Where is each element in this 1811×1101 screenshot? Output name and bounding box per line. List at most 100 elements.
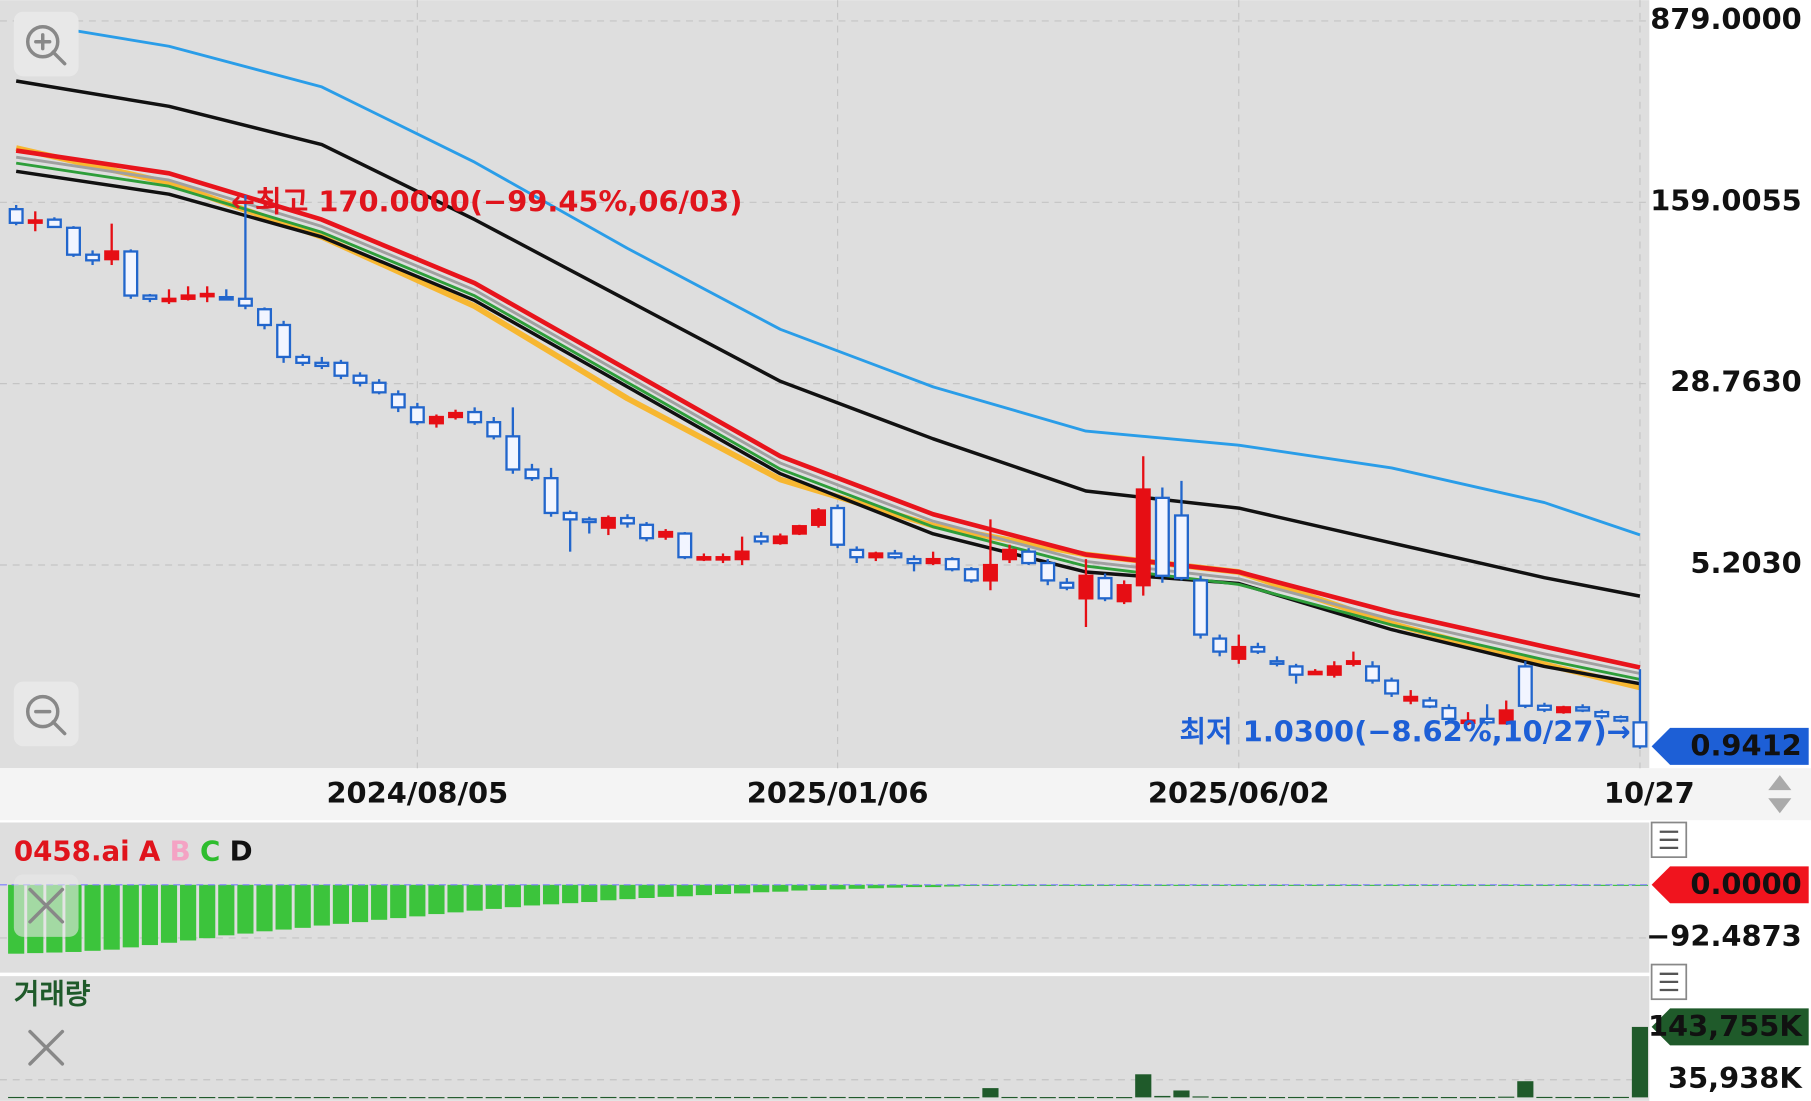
zoom-out-bg[interactable] xyxy=(13,681,79,747)
bar xyxy=(1555,1096,1572,1099)
bar xyxy=(523,884,541,906)
bar xyxy=(1383,1097,1400,1099)
bar xyxy=(523,1096,541,1099)
x-tick-label: 10/27 xyxy=(1604,776,1695,810)
bar xyxy=(141,884,158,946)
bar xyxy=(1077,1096,1095,1099)
bar xyxy=(504,1096,521,1099)
bar xyxy=(810,884,827,890)
high-annotation: ←최고 170.0000(−99.45%,06/03) xyxy=(231,184,742,218)
x-tick-label: 2024/08/05 xyxy=(326,776,508,810)
candle-body xyxy=(1212,637,1228,653)
bar xyxy=(313,884,330,926)
candle-body xyxy=(1364,665,1381,682)
candle-body xyxy=(1059,581,1075,589)
bar xyxy=(791,884,808,891)
bar xyxy=(1192,884,1209,886)
candle-body xyxy=(486,421,502,438)
candle-body xyxy=(390,393,406,409)
panel-title: 0458.ai xyxy=(14,835,130,868)
candle-body xyxy=(180,294,196,300)
candle-body xyxy=(619,516,635,525)
bar xyxy=(390,1096,407,1099)
bar xyxy=(562,1097,579,1099)
candle-body xyxy=(791,525,807,535)
legend-entry: D xyxy=(230,835,253,868)
candle-body xyxy=(1250,645,1266,653)
candle-body xyxy=(963,568,979,582)
bar xyxy=(180,884,197,941)
bar xyxy=(963,1097,980,1099)
bar xyxy=(1421,884,1438,886)
bar xyxy=(905,884,923,888)
bar xyxy=(695,884,712,896)
candle-body xyxy=(314,361,330,368)
bar xyxy=(925,1096,942,1099)
bar xyxy=(1536,1096,1553,1099)
candle-body xyxy=(1078,574,1094,600)
candle-body xyxy=(830,506,846,546)
bar xyxy=(1039,1097,1056,1099)
menu-icon xyxy=(1659,830,1679,850)
candle-body xyxy=(925,557,941,565)
bar xyxy=(1421,1096,1438,1099)
bar xyxy=(829,1096,846,1099)
candle-body xyxy=(1269,660,1285,665)
moving-average-line xyxy=(15,148,1641,670)
indicator-menu-button[interactable] xyxy=(1650,821,1688,859)
candle-body xyxy=(1594,710,1610,718)
bar xyxy=(944,1096,961,1099)
legend-entry: C xyxy=(200,835,220,868)
moving-average-line xyxy=(15,161,1641,681)
candle-body xyxy=(1536,704,1552,711)
bar xyxy=(199,884,216,939)
candle-body xyxy=(562,511,578,521)
bar xyxy=(1135,884,1152,886)
bar xyxy=(1135,1074,1152,1098)
scale-toggle-icon[interactable] xyxy=(1768,775,1792,814)
bar xyxy=(1574,1096,1591,1099)
zoom-out-icon xyxy=(25,694,60,729)
volume-menu-button[interactable] xyxy=(1650,963,1688,1001)
close-indicator-button[interactable] xyxy=(13,874,79,937)
bar xyxy=(1364,1096,1381,1099)
zoom-in-button[interactable] xyxy=(13,11,79,77)
candle-body xyxy=(1173,514,1189,580)
bar xyxy=(294,1097,311,1099)
bar xyxy=(1249,1096,1266,1099)
zoom-in-bg[interactable] xyxy=(13,11,79,77)
bar xyxy=(1593,1096,1610,1099)
scale-toggle-button[interactable] xyxy=(1768,775,1792,814)
candle-body xyxy=(104,250,120,261)
bar xyxy=(351,1097,369,1099)
candle-body xyxy=(639,523,655,540)
close-volume-button[interactable] xyxy=(28,1029,65,1066)
candle-body xyxy=(906,557,922,565)
bar xyxy=(886,884,904,888)
candle-body xyxy=(1556,706,1572,714)
bar xyxy=(447,1097,464,1099)
bar xyxy=(256,1096,273,1099)
bar xyxy=(1631,884,1649,886)
bar xyxy=(1326,1096,1343,1099)
zoom-out-button[interactable] xyxy=(13,681,79,747)
bar xyxy=(237,1096,254,1098)
bar xyxy=(1479,884,1496,886)
bar xyxy=(1307,884,1324,886)
candle-body xyxy=(1288,665,1304,676)
y-tick-label: 5.2030 xyxy=(1690,546,1801,580)
bar xyxy=(1536,884,1553,886)
bar xyxy=(867,884,884,889)
bar xyxy=(676,1097,693,1099)
candle-body xyxy=(1441,706,1457,721)
bar xyxy=(542,884,560,905)
candle-body xyxy=(27,219,43,224)
moving-average-line xyxy=(15,169,1641,686)
bar xyxy=(1631,1026,1649,1098)
candle-body xyxy=(65,226,81,256)
bar xyxy=(619,1097,636,1099)
bar xyxy=(982,1088,999,1098)
bar xyxy=(1288,1096,1305,1099)
candle-body xyxy=(1460,719,1476,725)
